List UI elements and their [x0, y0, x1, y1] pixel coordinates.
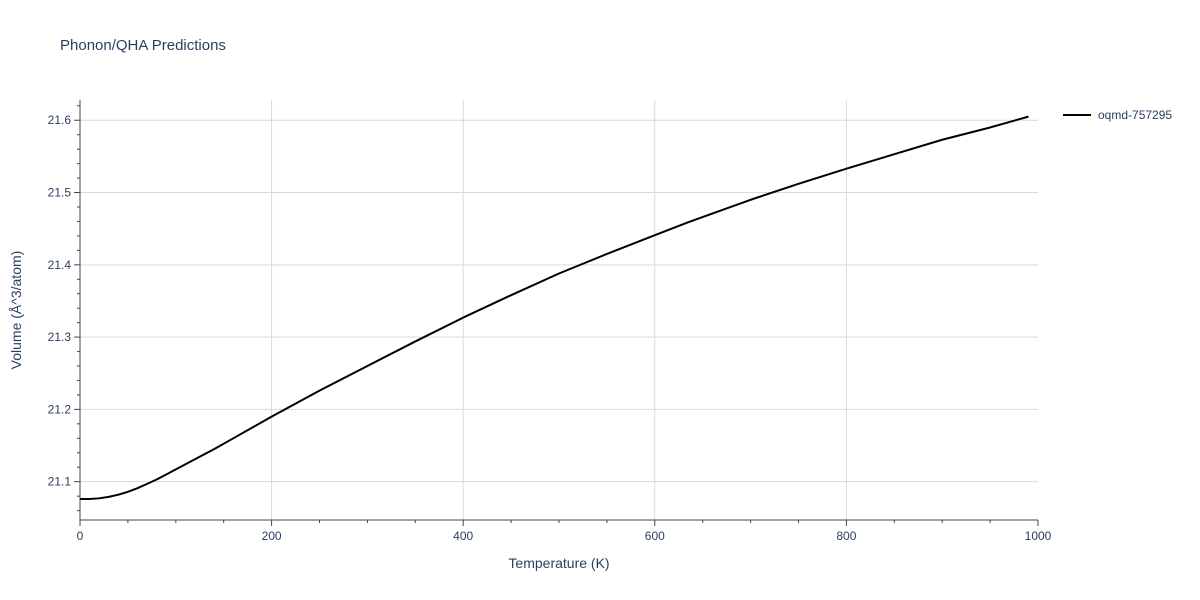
grid: [80, 100, 1038, 520]
y-tick-label: 21.5: [48, 186, 72, 200]
x-tick-label: 800: [836, 529, 856, 543]
y-tick-label: 21.1: [48, 475, 72, 489]
y-tick-label: 21.6: [48, 113, 72, 127]
x-axis-title: Temperature (K): [508, 555, 609, 571]
series-line: [80, 115, 1029, 501]
y-axis-title: Volume (Å^3/atom): [8, 251, 24, 370]
legend[interactable]: oqmd-757295: [1063, 108, 1172, 122]
y-tick-label: 21.3: [48, 330, 72, 344]
axes: 0 200 400 600 800 1000 21.1 21.2 21.3 21.4 21.5 21.…: [48, 100, 1052, 543]
series: [80, 115, 1029, 501]
x-tick-label: 600: [645, 529, 665, 543]
x-tick-label: 200: [262, 529, 282, 543]
chart-title: Phonon/QHA Predictions: [60, 37, 226, 54]
x-tick-label: 400: [453, 529, 473, 543]
x-tick-label: 1000: [1025, 529, 1052, 543]
legend-label: oqmd-757295: [1098, 108, 1172, 122]
x-tick-label: 0: [77, 529, 84, 543]
y-tick-label: 21.4: [48, 258, 72, 272]
y-tick-label: 21.2: [48, 402, 72, 416]
